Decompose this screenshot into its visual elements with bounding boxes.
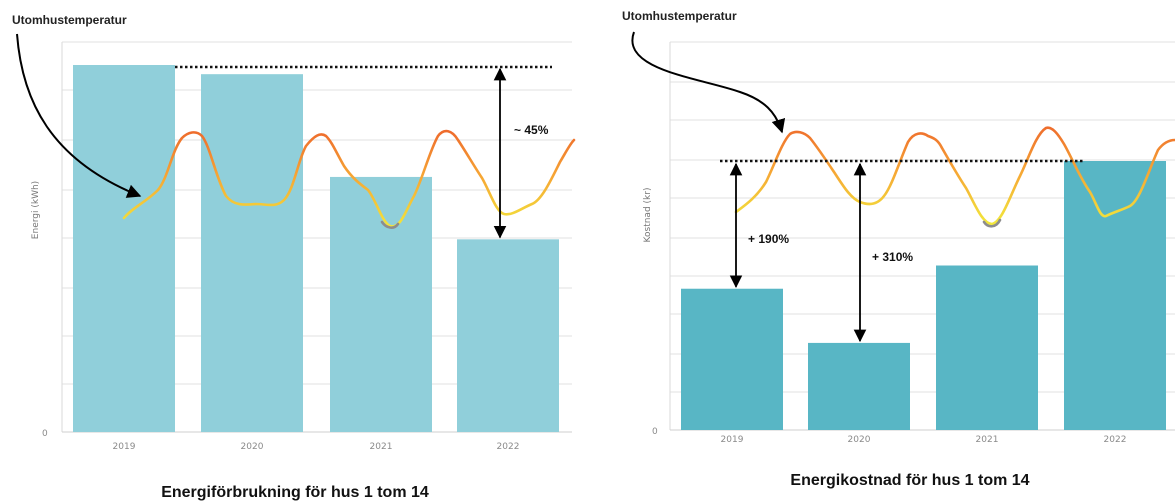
x-tick-labels: 2019 2020 2021 2022 [113, 442, 520, 452]
bar-2021 [330, 176, 432, 432]
temperature-line-min [982, 218, 1002, 228]
x-tick-label-2021: 2021 [976, 435, 999, 445]
energy-cost-chart: 2019 2020 2021 2022 0 Kostnad (kr) + 190% +… [622, 9, 1175, 489]
annotation-percent: ~ 45% [514, 123, 549, 137]
temperature-pointer-arrow [16, 33, 142, 198]
temperature-label: Utomhustemperatur [622, 9, 737, 23]
y-tick-label-0: 0 [652, 427, 658, 437]
bar-2020 [201, 74, 303, 433]
bar-2019 [73, 65, 175, 432]
x-tick-label-2020: 2020 [848, 435, 871, 445]
temperature-line-min [380, 220, 400, 229]
y-axis-label: Energi (kWh) [31, 181, 41, 239]
x-tick-label-2022: 2022 [497, 442, 520, 452]
bar-2020 [808, 342, 910, 430]
bars [681, 161, 1166, 430]
x-tick-labels: 2019 2020 2021 2022 [721, 435, 1127, 445]
bar-2022 [457, 239, 559, 432]
annotation-percent-2020: + 310% [872, 250, 913, 264]
x-tick-label-2019: 2019 [113, 442, 136, 452]
x-tick-label-2020: 2020 [241, 442, 264, 452]
chart-title: Energiförbrukning för hus 1 tom 14 [161, 484, 429, 501]
y-tick-label-0: 0 [42, 429, 48, 439]
bar-2019 [681, 288, 783, 430]
x-tick-label-2019: 2019 [721, 435, 744, 445]
temperature-pointer-arrow [631, 31, 786, 134]
energy-consumption-chart: 2019 2020 2021 2022 0 Energi (kWh) ~ 45% Ut… [12, 13, 576, 501]
bar-2022 [1064, 161, 1166, 430]
annotation-percent-2019: + 190% [748, 232, 789, 246]
bars [73, 65, 559, 433]
bar-2021 [936, 265, 1038, 430]
chart-title: Energikostnad för hus 1 tom 14 [790, 472, 1029, 489]
x-tick-label-2022: 2022 [1104, 435, 1127, 445]
x-tick-label-2021: 2021 [370, 442, 393, 452]
y-axis-label: Kostnad (kr) [643, 188, 653, 243]
temperature-line [734, 126, 1175, 226]
temperature-label: Utomhustemperatur [12, 13, 127, 27]
